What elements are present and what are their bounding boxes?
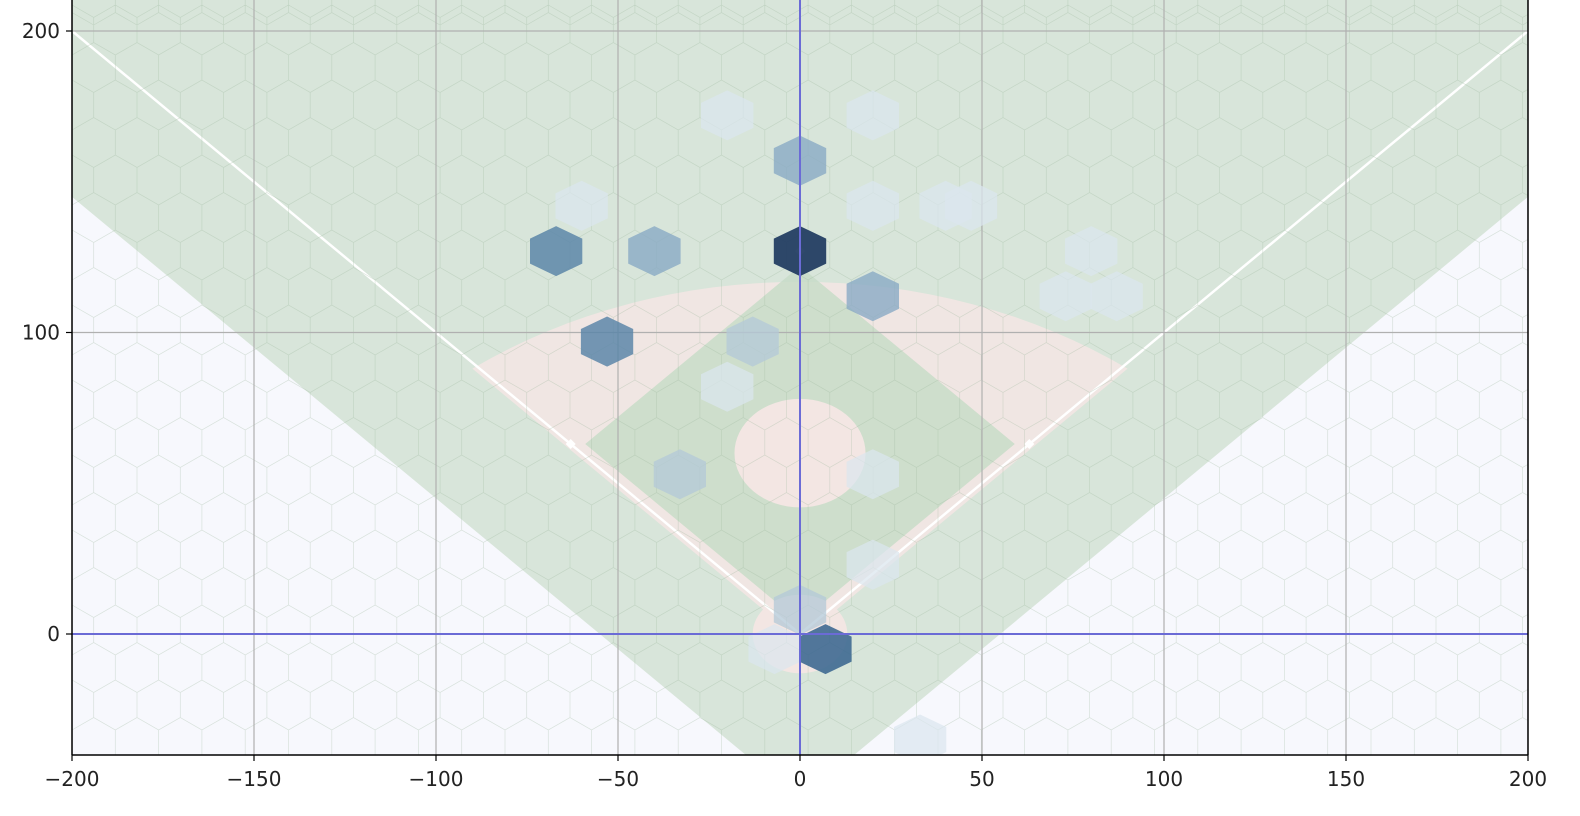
hexbin-cell	[846, 90, 899, 141]
hexbin-cell	[1039, 271, 1092, 322]
tick-labels: −200 −150 −100 −50 0 50 100 150 200 0 100 200	[22, 19, 1547, 791]
x-tick-label: 0	[794, 767, 807, 791]
hexbin-cell	[894, 714, 947, 755]
hexbin-cell	[1090, 271, 1143, 322]
x-tick-label: 100	[1145, 767, 1183, 791]
hexbin-cell	[580, 316, 634, 367]
hexbin-cell	[530, 226, 583, 277]
hexbin-cell	[944, 180, 998, 231]
x-tick-label: −50	[597, 767, 639, 791]
y-tick-label: 200	[22, 19, 60, 43]
hexbin-cell	[555, 180, 608, 231]
hexbin-cell	[653, 449, 706, 500]
y-tick-label: 100	[22, 321, 60, 345]
x-tick-label: −100	[409, 767, 464, 791]
hexbin-cell	[726, 316, 779, 367]
hexbin-cell	[846, 539, 899, 590]
hexbin-cell	[701, 361, 754, 412]
third-base	[565, 439, 576, 450]
hexbin-cell	[748, 624, 801, 675]
hexbin-cell	[846, 180, 899, 231]
x-tick-label: 50	[969, 767, 994, 791]
x-tick-label: −150	[227, 767, 282, 791]
hexbin-cell	[799, 624, 852, 675]
x-tick-label: 150	[1327, 767, 1365, 791]
hexbin-cell	[846, 449, 899, 500]
axes	[66, 0, 1529, 761]
first-base	[1024, 439, 1035, 450]
x-tick-label: 200	[1509, 767, 1547, 791]
hexbin-cell	[846, 271, 899, 322]
y-tick-label: 0	[47, 622, 60, 646]
hexbin-cell	[1065, 226, 1118, 277]
x-tick-label: −200	[45, 767, 100, 791]
hexbin-cell	[628, 226, 681, 277]
reference-lines	[72, 0, 1528, 755]
hexbin-cell	[701, 90, 754, 141]
